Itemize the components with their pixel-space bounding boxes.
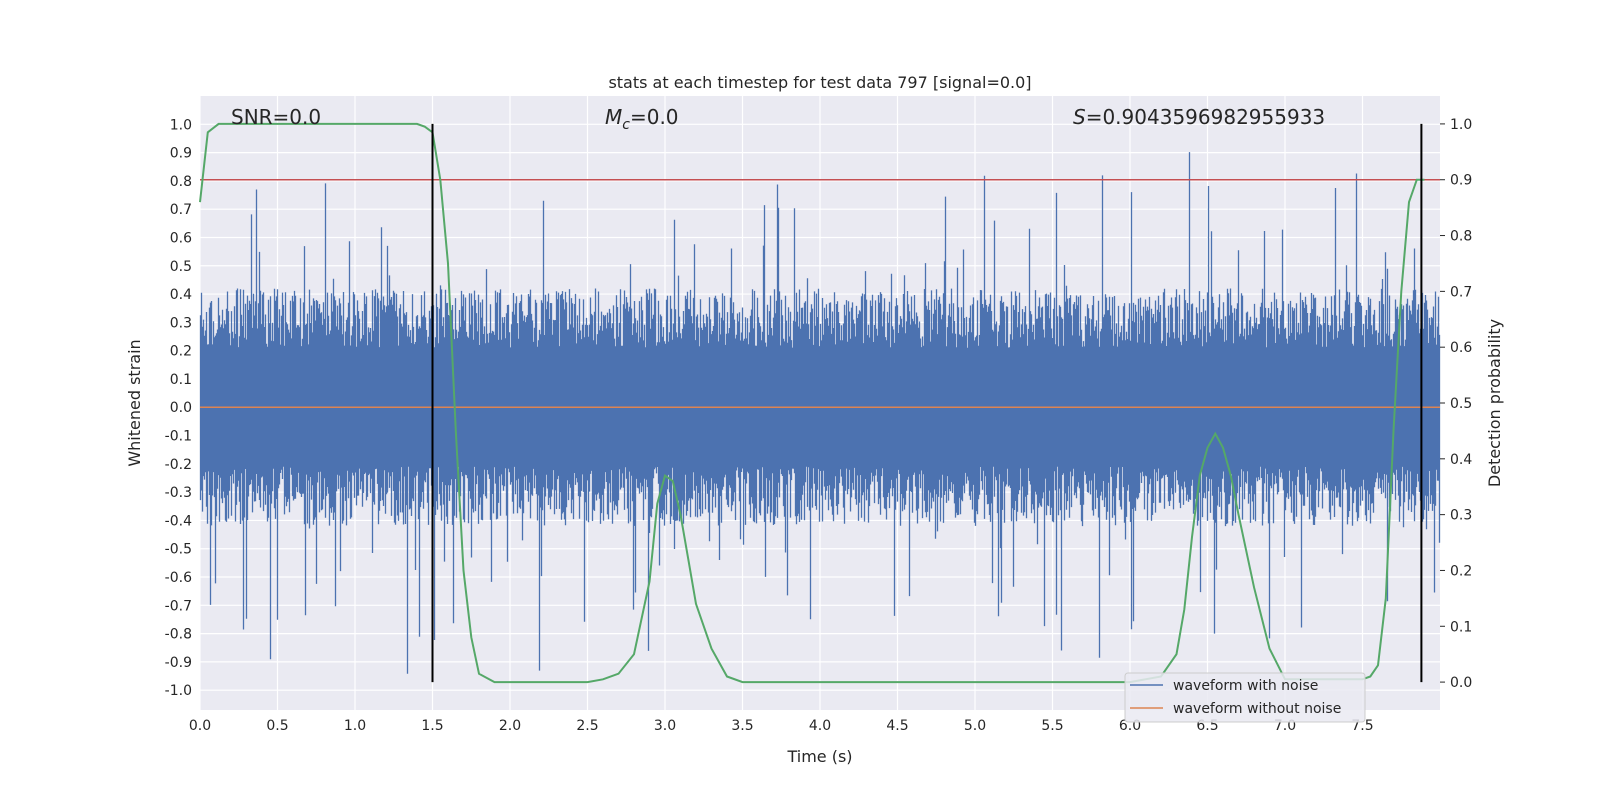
- s-symbol: S: [1073, 105, 1086, 129]
- x-tick-labels: 0.0 0.5 1.0 1.5 2.0 2.5 3.0 3.5 4.0 4.5 5.0 5.5 6.0 6…: [189, 718, 1374, 734]
- x-tick-label: 5.0: [964, 718, 986, 734]
- y-tick-label: 0.6: [170, 230, 192, 246]
- mc-annotation: Mc=0.0: [605, 105, 679, 133]
- y-tick-label: 0.3: [170, 315, 192, 331]
- legend-label-clean: waveform without noise: [1173, 701, 1341, 717]
- y-tick-label: -0.5: [165, 542, 192, 558]
- y-tick-label: 0.8: [170, 174, 192, 190]
- y-tick-label: 0.1: [170, 372, 192, 388]
- y-tick-label: 0.5: [170, 259, 192, 275]
- legend-label-noise: waveform with noise: [1173, 678, 1318, 694]
- x-tick-label: 2.5: [576, 718, 598, 734]
- y2-tick-label: 0.2: [1450, 563, 1472, 579]
- chart-title: stats at each timestep for test data 797…: [608, 73, 1031, 92]
- y-tick-label: -0.3: [165, 485, 192, 501]
- mc-value: =0.0: [630, 105, 679, 129]
- y-tick-label: 0.9: [170, 146, 192, 162]
- s-value: =0.9043596982955933: [1086, 105, 1325, 129]
- y2-tick-label: 0.1: [1450, 619, 1472, 635]
- x-tick-label: 3.5: [731, 718, 753, 734]
- x-tick-label: 3.0: [654, 718, 676, 734]
- y2-tick-label: 0.4: [1450, 452, 1472, 468]
- y-tick-label: -1.0: [165, 683, 192, 699]
- y-tick-label: 0.0: [170, 400, 192, 416]
- y2-tick-label: 0.3: [1450, 508, 1472, 524]
- y-tick-label: -0.7: [165, 598, 192, 614]
- x-tick-label: 4.0: [809, 718, 831, 734]
- x-tick-label: 2.0: [499, 718, 521, 734]
- y2-tick-label: 0.5: [1450, 396, 1472, 412]
- y-tick-label: 1.0: [170, 117, 192, 133]
- x-tick-label: 1.5: [421, 718, 443, 734]
- y-tick-labels: -1.0 -0.9 -0.8 -0.7 -0.6 -0.5 -0.4 -0.3 -0.2 -0.1…: [165, 117, 192, 699]
- x-tick-label: 0.5: [266, 718, 288, 734]
- x-tick-label: 0.0: [189, 718, 211, 734]
- y-axis-title: Whitened strain: [125, 339, 144, 466]
- mc-subscript: c: [622, 117, 630, 133]
- vlines: [431, 123, 1423, 683]
- y-tick-label: -0.1: [165, 429, 192, 445]
- x-tick-label: 4.5: [886, 718, 908, 734]
- y-tick-label: 0.2: [170, 344, 192, 360]
- y2-tick-label: 0.7: [1450, 284, 1472, 300]
- y2-tick-label: 0.6: [1450, 340, 1472, 356]
- y-tick-label: -0.6: [165, 570, 192, 586]
- s-annotation: S=0.9043596982955933: [1073, 105, 1325, 129]
- x-tick-label: 1.0: [344, 718, 366, 734]
- y2-tick-label: 1.0: [1450, 117, 1472, 133]
- y-tick-label: -0.8: [165, 627, 192, 643]
- x-tick-label: 5.5: [1041, 718, 1063, 734]
- x-axis-title: Time (s): [786, 747, 852, 766]
- y-tick-label: -0.9: [165, 655, 192, 671]
- snr-annotation: SNR=0.0: [231, 105, 321, 129]
- legend-box: [1124, 672, 1366, 723]
- y2-tick-label: 0.8: [1450, 229, 1472, 245]
- y2-tick-labels: 0.0 0.1 0.2 0.3 0.4 0.5 0.6 0.7 0.8 0.9 1.0: [1440, 117, 1472, 691]
- legend: waveform with noise waveform without noi…: [1124, 672, 1366, 723]
- y-tick-label: -0.2: [165, 457, 192, 473]
- y-tick-label: 0.4: [170, 287, 192, 303]
- y2-axis-title: Detection probability: [1485, 319, 1504, 487]
- y-tick-label: -0.4: [165, 513, 192, 529]
- y-tick-label: 0.7: [170, 202, 192, 218]
- y2-tick-label: 0.9: [1450, 173, 1472, 189]
- y2-tick-label: 0.0: [1450, 675, 1472, 691]
- mc-symbol: M: [605, 105, 622, 129]
